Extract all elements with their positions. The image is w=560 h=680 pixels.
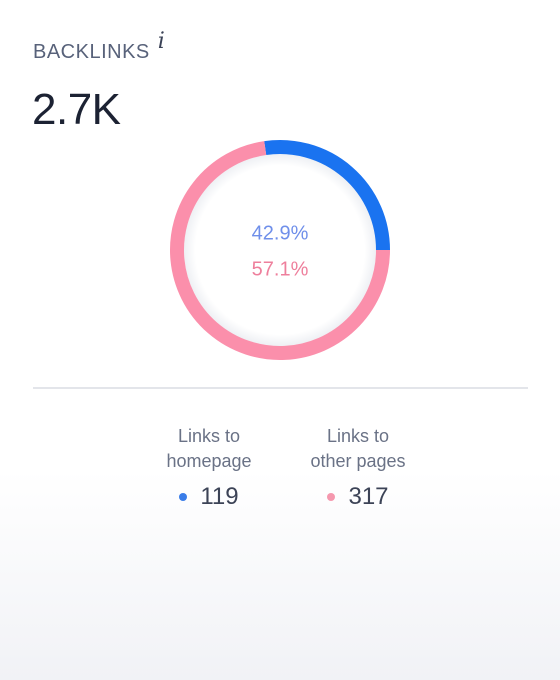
donut-segment-other-pages[interactable] [170,141,390,360]
legend-dot-other-pages [327,493,336,501]
legend-dot-homepage [179,493,188,501]
widget-title: BACKLINKS [33,41,150,63]
info-icon[interactable]: i [157,29,165,54]
donut-label-other-pages-percent: 57.1% [252,258,309,280]
legend-label-other-pages: Links to other pages [310,426,406,471]
donut-inner-disc [184,154,376,346]
legend-value-homepage: 119 [134,482,284,512]
legend-label-homepage: Links to homepage [166,426,252,471]
donut-segment-homepage[interactable] [264,140,390,251]
widget-header: BACKLINKS i [33,29,165,68]
legend-value-other-pages: 317 [283,482,433,512]
donut-label-homepage-percent: 42.9% [252,222,309,244]
legend-item-other-pages: Links to other pages 317 [283,424,433,512]
legend-item-homepage: Links to homepage 119 [134,424,284,512]
backlinks-total: 2.7K [32,85,121,134]
backlinks-donut-chart: 42.9% 57.1% [170,140,390,360]
divider [33,387,528,389]
